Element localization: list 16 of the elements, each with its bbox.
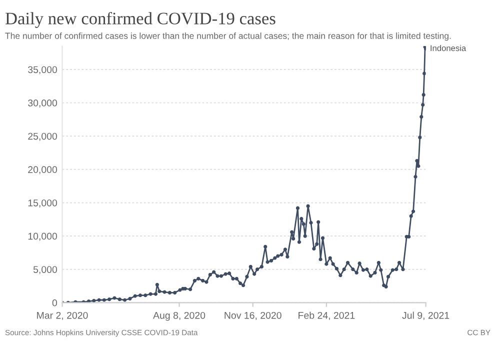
y-tick-label: 35,000: [28, 66, 58, 74]
chart-title: Daily new confirmed COVID-19 cases: [5, 12, 276, 28]
y-tick-label: 5,000: [33, 266, 58, 274]
x-tick-label: Jul 9, 2021: [402, 312, 450, 320]
y-tick-label: 25,000: [28, 132, 58, 141]
y-tick-label: 30,000: [28, 100, 58, 108]
x-tick-label: Feb 24, 2021: [298, 312, 355, 320]
y-tick-label: 15,000: [28, 199, 58, 208]
x-tick-label: Aug 8, 2020: [153, 312, 206, 321]
y-tick-label: 0: [52, 299, 58, 306]
chart-subtitle: The number of confirmed cases is lower than the number of actual cases; the main reason for that is limited testing.: [5, 32, 451, 41]
x-tick-label: Mar 2, 2020: [37, 312, 88, 320]
y-tick-label: 10,000: [28, 232, 58, 241]
x-tick-label: Nov 16, 2020: [224, 312, 282, 320]
y-tick-label: 20,000: [28, 166, 58, 174]
series-label: Indonesia: [430, 44, 466, 52]
